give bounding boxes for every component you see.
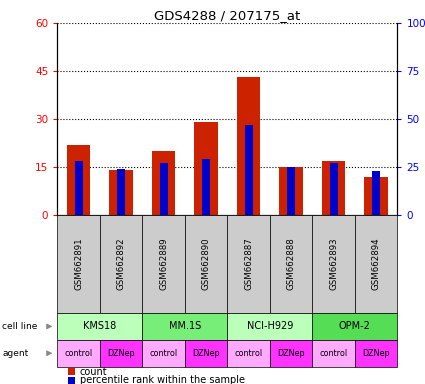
Bar bbox=[142, 313, 227, 340]
Bar bbox=[185, 340, 227, 367]
Bar bbox=[142, 340, 185, 367]
Text: GSM662894: GSM662894 bbox=[371, 238, 381, 290]
Bar bbox=[57, 215, 100, 313]
Text: control: control bbox=[150, 349, 178, 358]
Bar bbox=[364, 177, 388, 215]
Text: GSM662887: GSM662887 bbox=[244, 238, 253, 290]
Text: DZNep: DZNep bbox=[277, 349, 305, 358]
Text: GSM662889: GSM662889 bbox=[159, 238, 168, 290]
Text: control: control bbox=[65, 349, 93, 358]
Text: control: control bbox=[235, 349, 263, 358]
Bar bbox=[227, 215, 270, 313]
Text: GSM662890: GSM662890 bbox=[201, 238, 211, 290]
Bar bbox=[322, 161, 345, 215]
Bar bbox=[355, 340, 397, 367]
Bar bbox=[100, 340, 142, 367]
Bar bbox=[152, 151, 175, 215]
Text: DZNep: DZNep bbox=[192, 349, 220, 358]
Bar bbox=[355, 215, 397, 313]
Bar bbox=[237, 78, 260, 215]
Text: count: count bbox=[80, 367, 108, 377]
Bar bbox=[68, 368, 75, 375]
Text: GSM662892: GSM662892 bbox=[116, 238, 126, 290]
Bar bbox=[312, 215, 355, 313]
Text: MM.1S: MM.1S bbox=[169, 321, 201, 331]
Text: control: control bbox=[320, 349, 348, 358]
Bar bbox=[270, 340, 312, 367]
Bar bbox=[329, 163, 338, 215]
Bar bbox=[185, 215, 227, 313]
Title: GDS4288 / 207175_at: GDS4288 / 207175_at bbox=[154, 9, 300, 22]
Text: NCI-H929: NCI-H929 bbox=[246, 321, 293, 331]
Bar bbox=[227, 313, 312, 340]
Text: percentile rank within the sample: percentile rank within the sample bbox=[80, 375, 245, 384]
Bar bbox=[109, 170, 133, 215]
Text: GSM662893: GSM662893 bbox=[329, 238, 338, 290]
Text: KMS18: KMS18 bbox=[83, 321, 116, 331]
Text: cell line: cell line bbox=[2, 322, 37, 331]
Bar bbox=[68, 377, 75, 384]
Bar bbox=[67, 145, 90, 215]
Bar bbox=[270, 215, 312, 313]
Bar bbox=[57, 340, 100, 367]
Bar bbox=[117, 169, 125, 215]
Text: agent: agent bbox=[2, 349, 28, 358]
Text: DZNep: DZNep bbox=[107, 349, 135, 358]
Bar bbox=[194, 122, 218, 215]
Bar bbox=[100, 215, 142, 313]
Bar bbox=[227, 340, 270, 367]
Bar bbox=[280, 167, 303, 215]
Bar bbox=[312, 340, 355, 367]
Bar bbox=[142, 215, 185, 313]
Text: GSM662891: GSM662891 bbox=[74, 238, 83, 290]
Bar bbox=[159, 163, 168, 215]
Bar bbox=[74, 161, 83, 215]
Text: GSM662888: GSM662888 bbox=[286, 238, 296, 290]
Bar bbox=[287, 167, 295, 215]
Bar bbox=[372, 171, 380, 215]
Bar bbox=[312, 313, 397, 340]
Bar bbox=[244, 125, 253, 215]
Text: DZNep: DZNep bbox=[362, 349, 390, 358]
Text: OPM-2: OPM-2 bbox=[339, 321, 371, 331]
Bar bbox=[57, 313, 142, 340]
Bar bbox=[202, 159, 210, 215]
